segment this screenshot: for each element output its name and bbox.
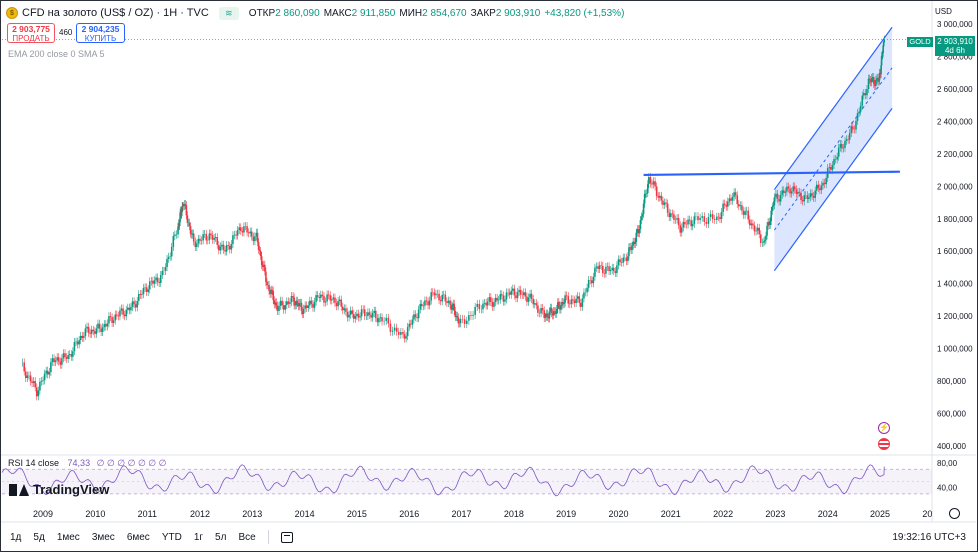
ohlc-readout: ОТКР2 860,090 МАКС2 911,850 МИН2 854,670 ЗА…: [249, 8, 629, 19]
timeframe-button[interactable]: 5л: [215, 531, 227, 543]
ohlc-key: ОТКР: [248, 7, 276, 19]
time-tick-label: 2009: [33, 509, 53, 519]
time-tick-label: 2023: [765, 509, 785, 519]
rsi-name: RSI 14 close: [8, 458, 60, 468]
buy-price: 2 904,235: [81, 24, 120, 34]
us-flag-icon[interactable]: [878, 438, 890, 450]
price-tick-label: 2 800,000: [937, 52, 973, 61]
time-tick-label: 2025: [870, 509, 890, 519]
time-tick-label: 2022: [713, 509, 733, 519]
ohlc-value: 2 903,910: [495, 7, 541, 19]
bar-countdown: 4d 6h: [944, 46, 966, 55]
time-tick-label: 2015: [347, 509, 367, 519]
ohlc-value: 2 854,670: [422, 7, 467, 19]
gold-coin-icon: $: [6, 7, 18, 19]
sell-label: ПРОДАТЬ: [12, 34, 50, 43]
ohlc-key: ЗАКР: [470, 7, 496, 19]
time-tick-label: 2020: [608, 509, 628, 519]
compare-icon[interactable]: ≋: [218, 6, 239, 20]
timeframe-button[interactable]: 3мес: [91, 531, 115, 543]
time-tick-label: 2016: [399, 509, 419, 519]
ohlc-key: МИН: [399, 7, 423, 19]
settings-gear-icon[interactable]: [949, 508, 960, 519]
sell-price: 2 903,775: [12, 24, 50, 34]
timeframe-button[interactable]: YTD: [161, 531, 182, 543]
time-tick-label: 2011: [138, 509, 157, 519]
regression-channel-fill[interactable]: [774, 27, 893, 271]
rsi-na-values: ∅ ∅ ∅ ∅ ∅ ∅ ∅: [96, 458, 167, 468]
price-tick-label: 1 600,000: [937, 247, 973, 256]
rsi-value: 74,33: [67, 458, 91, 468]
price-tick-label: 2 400,000: [937, 117, 973, 126]
price-tick-label: 2 600,000: [937, 85, 973, 94]
tradingview-logo-text: TradingView: [33, 482, 110, 497]
rsi-tick-label: 80,00: [937, 459, 958, 468]
rsi-tick-label: 40,00: [937, 484, 958, 493]
time-tick-label: 2024: [818, 509, 838, 519]
time-tick-label: 20: [922, 509, 932, 519]
symbol-tag: GOLD: [907, 37, 933, 47]
price-tick-label: 1 800,000: [937, 215, 973, 224]
time-tick-label: 2019: [556, 509, 576, 519]
price-tick-label: 400,000: [937, 442, 966, 451]
channel-lower-line[interactable]: [773, 108, 893, 272]
rsi-indicator-label[interactable]: RSI 14 close 74,33 ∅ ∅ ∅ ∅ ∅ ∅ ∅: [8, 458, 166, 469]
toolbar-divider: [267, 530, 269, 544]
timeframe-button[interactable]: 6мес: [126, 531, 150, 543]
tradingview-logo-icon: [9, 483, 29, 496]
time-tick-label: 2017: [452, 509, 472, 519]
price-tick-label: 3 000,000: [937, 20, 973, 29]
price-tick-label: 2 000,000: [937, 182, 973, 191]
buy-button[interactable]: 2 904,235 КУПИТЬ: [76, 23, 125, 43]
ohlc-value: 2 911,850: [351, 7, 396, 19]
calendar-goto-icon[interactable]: [280, 531, 293, 543]
clock[interactable]: 19:32:16 UTC+3: [892, 531, 966, 543]
symbol-title[interactable]: CFD на золото (US$ / OZ) · 1H · TVC: [22, 7, 209, 19]
timeframe-button[interactable]: 1мес: [56, 531, 80, 543]
price-tick-label: 1 000,000: [937, 345, 973, 354]
sell-button[interactable]: 2 903,775 ПРОДАТЬ: [7, 23, 55, 43]
time-tick-label: 2018: [504, 509, 524, 519]
ohlc-value: +43,820 (+1,53%): [544, 7, 625, 19]
ema-indicator-label[interactable]: EMA 200 close 0 SMA 5: [8, 49, 105, 59]
timeframe-button[interactable]: Все: [238, 531, 256, 543]
timeframe-buttons: 1д 5д 1мес 3мес 6мес YTD 1г 5л Все: [0, 532, 262, 543]
time-tick-label: 2012: [190, 509, 210, 519]
currency-label[interactable]: USD: [935, 7, 952, 16]
price-tick-label: 1 200,000: [937, 312, 973, 321]
last-price-tag: 2 903,910 4d 6h: [935, 36, 975, 56]
price-tick-label: 800,000: [937, 377, 966, 386]
ohlc-value: 2 860,090: [275, 7, 320, 19]
spread-value: 460: [59, 28, 73, 37]
channel-upper-line[interactable]: [773, 26, 893, 190]
bottom-toolbar: 1д 5д 1мес 3мес 6мес YTD 1г 5л Все 19:32:16 UTC+…: [0, 526, 976, 548]
lightning-icon[interactable]: ⚡: [878, 422, 890, 434]
resistance-trend-line[interactable]: [643, 170, 900, 177]
price-tick-label: 1 400,000: [937, 280, 973, 289]
symbol-header: $ CFD на золото (US$ / OZ) · 1H · TVC ≋ …: [6, 5, 628, 21]
price-tick-label: 2 200,000: [937, 150, 973, 159]
last-price: 2 903,910: [937, 37, 973, 46]
timeframe-button[interactable]: 1г: [193, 531, 204, 543]
time-tick-label: 2010: [85, 509, 105, 519]
buy-label: КУПИТЬ: [84, 34, 117, 43]
price-tick-label: 600,000: [937, 410, 966, 419]
time-tick-label: 2021: [661, 509, 681, 519]
ohlc-key: МАКС: [323, 7, 352, 19]
time-tick-label: 2014: [295, 509, 315, 519]
time-tick-label: 2013: [242, 509, 262, 519]
timeframe-button[interactable]: 1д: [10, 531, 22, 543]
tradingview-logo: TradingView: [9, 482, 109, 497]
rsi-line: [1, 464, 885, 497]
timeframe-button[interactable]: 5д: [33, 531, 45, 543]
